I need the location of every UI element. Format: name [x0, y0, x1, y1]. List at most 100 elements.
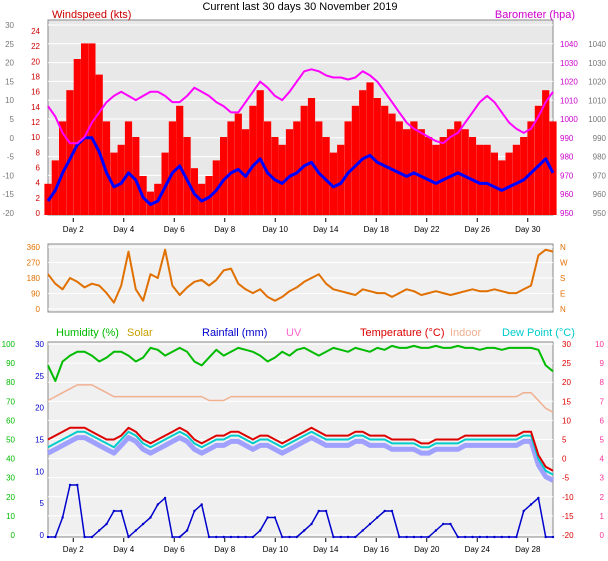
day-tick-label: Day 8 [214, 225, 235, 234]
rainfall-point [83, 535, 86, 539]
rainfall-point [141, 522, 145, 526]
humidity-tick-label: 60 [6, 416, 15, 425]
uv-tick-label: 9 [600, 359, 605, 368]
outer-right-tick-label: 1040 [588, 40, 606, 49]
humidity-tick-label: 100 [2, 340, 16, 349]
uv-tick-label: 8 [600, 378, 605, 387]
windspeed-bar [388, 113, 396, 215]
rainfall-point [295, 535, 298, 539]
uv-tick-label: 0 [600, 531, 605, 540]
windspeed-bar [461, 129, 469, 215]
rainfall-point [98, 529, 101, 532]
day-bottom-tick-label: Day 16 [364, 545, 390, 554]
outer-right-tick-label: 970 [593, 171, 607, 180]
rainfall-point [376, 516, 379, 519]
wind-tick-label: 16 [31, 88, 40, 97]
wind-tick-label: 14 [31, 103, 40, 112]
bottom-legend: Humidity (%) Solar Rainfall (mm) UV Temp… [56, 327, 575, 339]
day-bottom-tick-label: Day 8 [214, 545, 235, 554]
windspeed-bar [483, 144, 491, 215]
feels-like-band [46, 435, 555, 483]
legend-uv: UV [286, 327, 302, 339]
compass-tick-label: N [560, 305, 566, 314]
rainfall-point [529, 503, 533, 506]
outer-left-tick-label: 15 [5, 77, 14, 86]
windspeed-bar [212, 160, 220, 215]
compass-tick-label: S [560, 274, 565, 283]
wind-tick-label: 24 [31, 27, 40, 36]
windspeed-bar [271, 137, 279, 215]
humidity-tick-label: 0 [11, 531, 16, 540]
direction-tick-label: 0 [36, 305, 41, 314]
windspeed-bar [183, 137, 191, 215]
baro-tick-label: 990 [560, 134, 574, 143]
legend-dewpoint: Dew Point (°C) [502, 327, 575, 339]
rainfall-point [237, 535, 240, 539]
rainfall-point [449, 522, 452, 526]
windspeed-bar [81, 43, 89, 216]
humidity-tick-label: 30 [6, 474, 15, 483]
rainfall-point [346, 535, 350, 539]
humidity-tick-label: 20 [6, 493, 15, 502]
rainfall-point [493, 535, 496, 539]
windspeed-bar [476, 144, 484, 215]
rainfall-point [266, 516, 269, 519]
uv-tick-label: 5 [600, 436, 605, 445]
day-bottom-tick-label: Day 28 [515, 545, 541, 554]
rainfall-point [412, 535, 416, 539]
windspeed-bar [417, 129, 425, 215]
rainfall-point [134, 529, 137, 532]
temperature-tick-label: 10 [562, 416, 571, 425]
baro-tick-label: 1020 [560, 78, 578, 87]
windspeed-bar [505, 152, 513, 215]
rainfall-point [537, 496, 540, 500]
outer-left-tick-label: 20 [5, 59, 14, 68]
uv-tick-label: 6 [600, 416, 605, 425]
windspeed-bar [59, 121, 67, 215]
rainfall-point [193, 509, 196, 513]
windspeed-bar [425, 137, 433, 215]
wind-direction-line [47, 248, 554, 304]
humidity-tick-label: 10 [6, 512, 15, 521]
windspeed-bar [534, 105, 542, 215]
legend-solar: Solar [127, 327, 153, 339]
windspeed-bar [366, 82, 374, 216]
temperature-tick-label: -15 [562, 512, 574, 521]
legend-temperature: Temperature (°C) [360, 327, 444, 339]
outer-left-tick-label: -5 [7, 153, 15, 162]
rainfall-point [273, 516, 277, 519]
windspeed-bar [512, 144, 520, 215]
outer-left-tick-label: -15 [2, 190, 14, 199]
rain-tick-label: 15 [35, 436, 44, 445]
windspeed-bar [132, 137, 140, 215]
uv-tick-label: 10 [595, 340, 604, 349]
rainfall-point [61, 516, 64, 519]
windspeed-bar [242, 129, 250, 215]
rainfall-point [185, 529, 189, 532]
temperature-tick-label: -20 [562, 531, 574, 540]
baro-tick-label: 1040 [560, 40, 578, 49]
uv-tick-label: 2 [600, 493, 605, 502]
outer-right-tick-label: 1000 [588, 115, 606, 124]
rain-tick-label: 0 [40, 531, 45, 540]
wind-tick-label: 4 [36, 179, 41, 188]
rainfall-point [398, 535, 401, 539]
windspeed-bar [95, 74, 103, 215]
windspeed-bar [249, 105, 257, 215]
rainfall-point [178, 535, 181, 539]
baro-tick-label: 960 [560, 190, 574, 199]
temperature-tick-label: 15 [562, 397, 571, 406]
windspeed-bar [439, 137, 447, 215]
windspeed-bar [359, 90, 367, 215]
day-tick-label: Day 22 [414, 225, 440, 234]
rainfall-point [200, 503, 203, 506]
baro-tick-label: 970 [560, 171, 574, 180]
compass-tick-label: N [560, 243, 566, 252]
direction-tick-label: 360 [27, 243, 41, 252]
rainfall-point [420, 535, 423, 539]
indoor-temperature-line [47, 384, 554, 413]
rainfall-point [251, 535, 255, 539]
windspeed-bar [117, 144, 125, 215]
humidity-tick-label: 40 [6, 455, 15, 464]
day-tick-label: Day 4 [113, 225, 134, 234]
